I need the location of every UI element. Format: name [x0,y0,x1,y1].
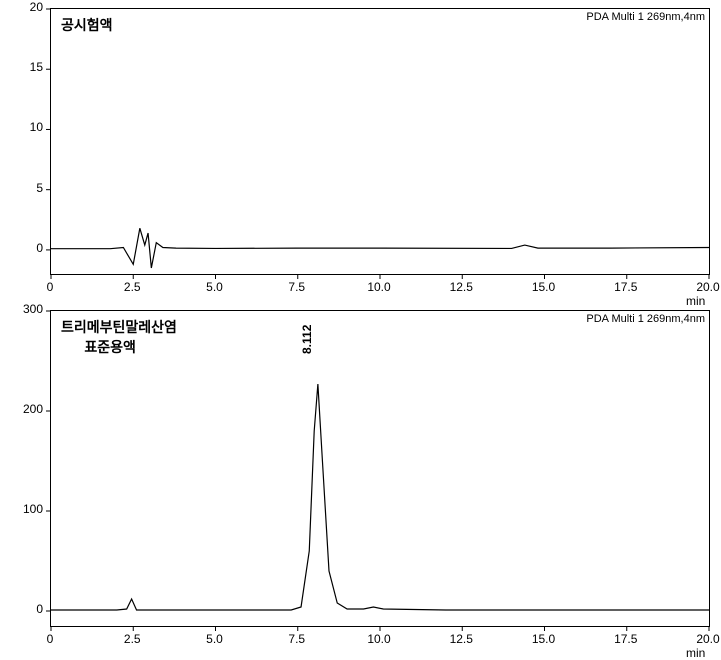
xtick-top-8: 20.0 [688,280,721,294]
xtick-top-6: 15.0 [524,280,564,294]
xtick-bottom-1: 2.5 [112,632,152,646]
ytick-bottom-2: 200 [5,402,43,416]
ytick-bottom-3: 300 [5,302,43,316]
ytick-top-1: 5 [5,181,43,195]
xtick-bottom-0: 0 [30,632,70,646]
xtick-top-5: 12.5 [441,280,481,294]
panel-title-bottom: 트리메부틴말레산염 표준용액 [61,317,177,357]
xtick-bottom-7: 17.5 [606,632,646,646]
xtick-bottom-2: 5.0 [195,632,235,646]
xtick-bottom-8: 20.0 [688,632,721,646]
ytick-top-0: 0 [5,241,43,255]
ytick-bottom-1: 100 [5,502,43,516]
x-axis-label-bottom: min [686,646,705,660]
xtick-bottom-6: 15.0 [524,632,564,646]
trace-line-top [51,228,709,268]
peak-label-bottom-0: 8.112 [300,325,314,354]
xtick-bottom-5: 12.5 [441,632,481,646]
ytick-bottom-0: 0 [5,602,43,616]
xtick-top-1: 2.5 [112,280,152,294]
trace-line-bottom [51,384,709,610]
chromatogram-container: 공시험액 PDA Multi 1 269nm,4nm 0 2.5 5.0 7.5 10.0 1… [0,0,721,659]
detector-label-bottom: PDA Multi 1 269nm,4nm [586,313,705,325]
xtick-top-7: 17.5 [606,280,646,294]
ytick-top-3: 15 [5,60,43,74]
x-axis-label-top: min [686,294,705,308]
xtick-top-4: 10.0 [359,280,399,294]
ytick-top-4: 20 [5,0,43,14]
ytick-top-2: 10 [5,120,43,134]
xtick-top-2: 5.0 [195,280,235,294]
panel-title-top: 공시험액 [61,15,113,35]
xtick-top-3: 7.5 [277,280,317,294]
chromatogram-panel-bottom: 트리메부틴말레산염 표준용액 PDA Multi 1 269nm,4nm 8.112 [50,310,710,627]
xtick-top-0: 0 [30,280,70,294]
panel-svg-top [51,9,709,281]
xtick-bottom-4: 10.0 [359,632,399,646]
panel-svg-bottom [51,311,709,633]
chromatogram-panel-top: 공시험액 PDA Multi 1 269nm,4nm [50,8,710,275]
detector-label-top: PDA Multi 1 269nm,4nm [586,11,705,23]
xtick-bottom-3: 7.5 [277,632,317,646]
